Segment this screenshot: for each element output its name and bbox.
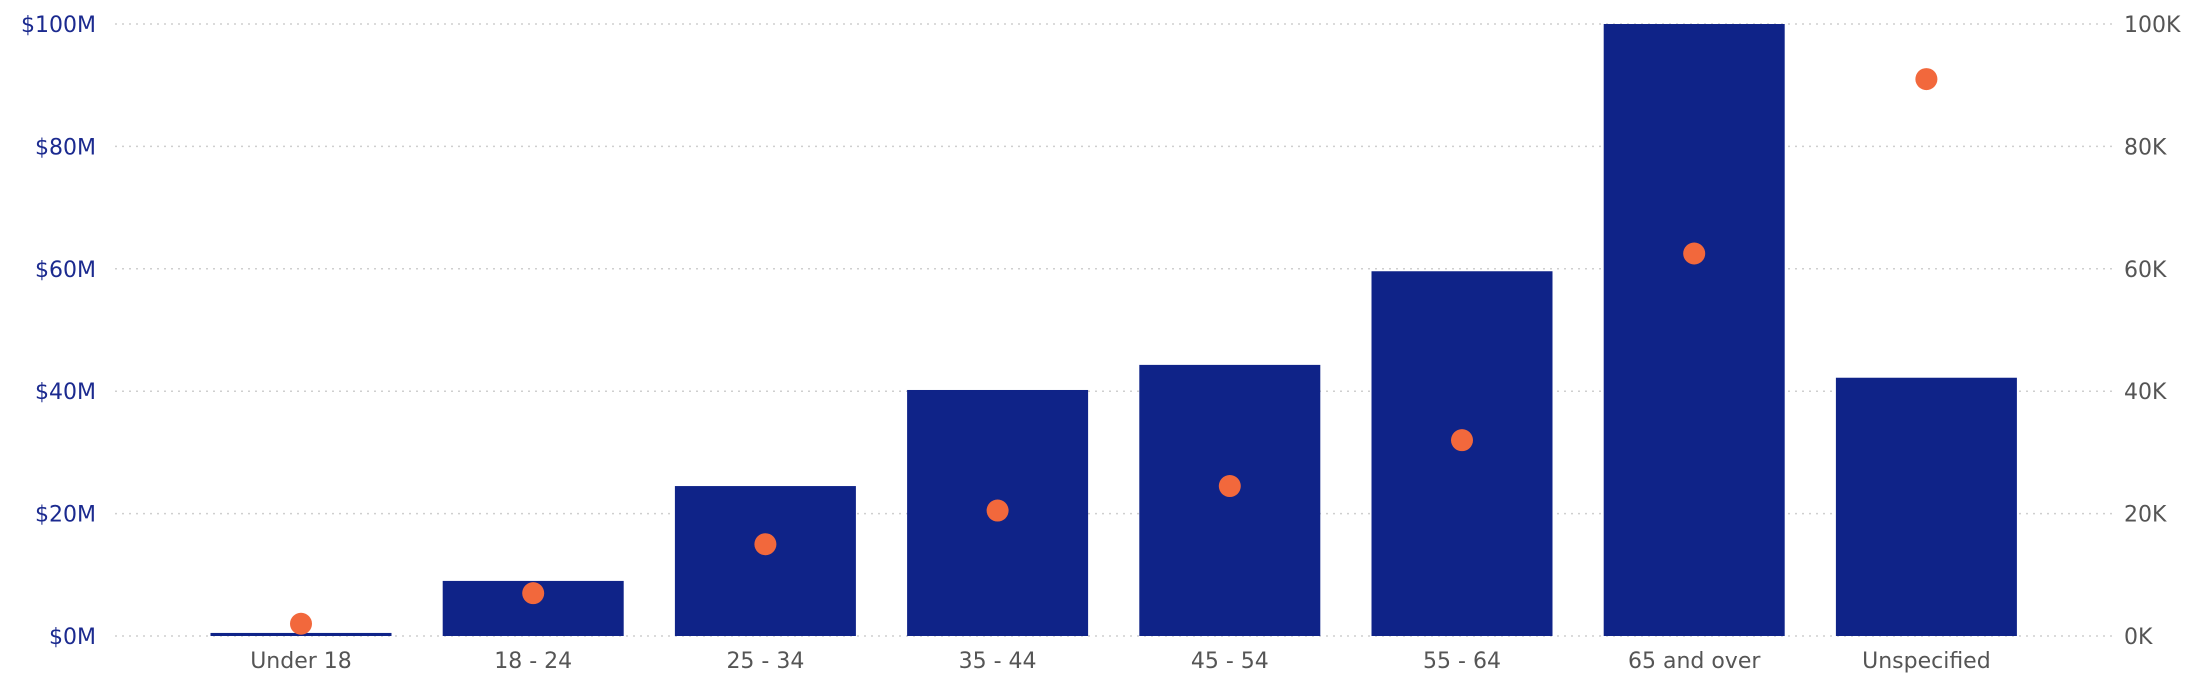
right-axis-tick-label: 60K [2124, 258, 2167, 283]
category-label: 18 - 24 [494, 649, 572, 674]
point-series [290, 68, 1938, 635]
bar[interactable] [674, 486, 856, 636]
data-point[interactable] [522, 582, 545, 605]
left-axis-tick-label: $20M [35, 503, 96, 528]
left-axis-tick-label: $100M [21, 13, 96, 38]
category-label: 65 and over [1628, 649, 1761, 674]
data-point[interactable] [1451, 429, 1473, 452]
data-point[interactable] [754, 533, 777, 556]
bar-series [210, 24, 2017, 636]
data-point[interactable] [986, 499, 1009, 522]
category-label: 25 - 34 [726, 649, 804, 674]
gridlines [115, 23, 2115, 637]
data-point[interactable] [290, 612, 312, 635]
category-label: Unspecified [1862, 649, 1991, 674]
left-axis-tick-label: $0M [49, 625, 96, 650]
category-label: 35 - 44 [959, 649, 1037, 674]
data-point[interactable] [1915, 68, 1938, 91]
category-label: 55 - 64 [1423, 649, 1501, 674]
right-axis-tick-label: 80K [2124, 135, 2167, 160]
data-point[interactable] [1218, 475, 1241, 498]
right-axis-tick-label: 20K [2124, 503, 2167, 528]
category-label: Under 18 [250, 649, 352, 674]
bar[interactable] [1603, 24, 1785, 636]
left-axis-tick-label: $60M [35, 258, 96, 283]
left-axis-tick-label: $40M [35, 380, 96, 405]
right-axis-ticks: 0K 20K 40K 60K 80K 100K [2124, 13, 2181, 650]
bar[interactable] [1371, 271, 1553, 636]
bar[interactable] [1835, 377, 2017, 636]
right-axis-tick-label: 100K [2124, 13, 2181, 38]
left-axis-ticks: $0M $20M $40M $60M $80M $100M [21, 13, 96, 650]
category-label: 45 - 54 [1191, 649, 1269, 674]
data-point[interactable] [1683, 242, 1706, 265]
left-axis-tick-label: $80M [35, 135, 96, 160]
right-axis-tick-label: 40K [2124, 380, 2167, 405]
right-axis-tick-label: 0K [2124, 625, 2153, 650]
bar[interactable] [1139, 364, 1321, 636]
x-axis-ticks: Under 18 18 - 24 25 - 34 35 - 44 45 - 54 55 -… [250, 649, 1990, 674]
